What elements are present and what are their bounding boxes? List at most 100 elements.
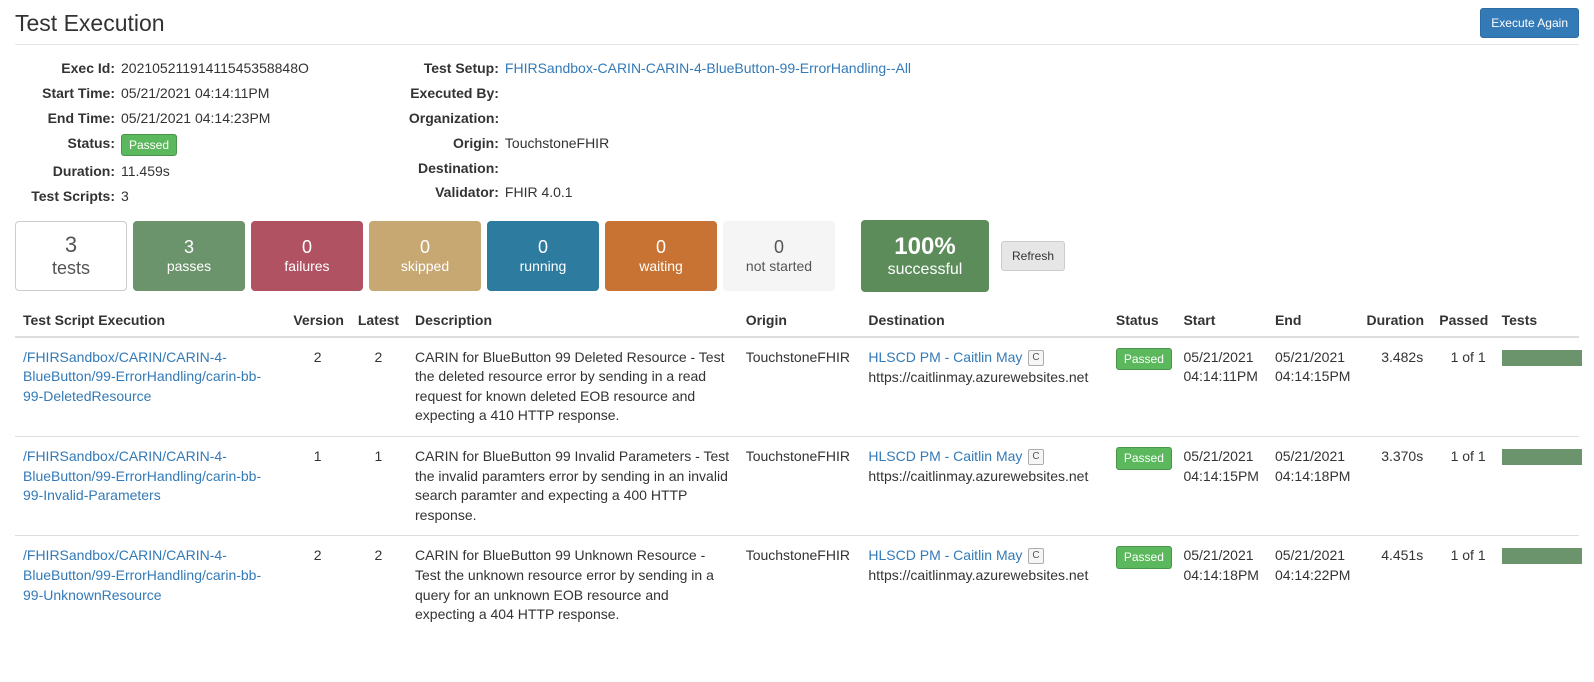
cell-end: 05/21/2021 04:14:22PM bbox=[1267, 536, 1359, 635]
cell-latest: 2 bbox=[350, 536, 407, 635]
cell-passed: 1 of 1 bbox=[1431, 437, 1493, 536]
status-label: Status: bbox=[15, 134, 115, 156]
script-link[interactable]: /FHIRSandbox/CARIN/CARIN-4-BlueButton/99… bbox=[23, 348, 277, 407]
passes-count: 3 bbox=[184, 237, 194, 259]
card-skipped[interactable]: 0 skipped bbox=[369, 221, 481, 291]
card-failures[interactable]: 0 failures bbox=[251, 221, 363, 291]
destination-link[interactable]: HLSCD PM - Caitlin May bbox=[868, 448, 1022, 464]
cell-origin: TouchstoneFHIR bbox=[738, 437, 861, 536]
waiting-label: waiting bbox=[639, 258, 683, 274]
duration-value: 11.459s bbox=[121, 162, 309, 181]
start-time-value: 05/21/2021 04:14:11PM bbox=[121, 84, 309, 103]
passes-label: passes bbox=[167, 258, 211, 274]
failures-label: failures bbox=[284, 258, 329, 274]
failures-count: 0 bbox=[302, 237, 312, 259]
col-passed[interactable]: Passed bbox=[1431, 304, 1493, 337]
col-tests[interactable]: Tests bbox=[1494, 304, 1579, 337]
not-started-count: 0 bbox=[774, 237, 784, 259]
cell-description: CARIN for BlueButton 99 Deleted Resource… bbox=[407, 337, 738, 437]
script-link[interactable]: /FHIRSandbox/CARIN/CARIN-4-BlueButton/99… bbox=[23, 447, 277, 506]
cell-start: 05/21/2021 04:14:18PM bbox=[1175, 536, 1267, 635]
meta-left-column: Exec Id: 20210521191411545358848O Start … bbox=[15, 59, 309, 206]
table-row: /FHIRSandbox/CARIN/CARIN-4-BlueButton/99… bbox=[15, 536, 1579, 635]
waiting-count: 0 bbox=[656, 237, 666, 259]
skipped-count: 0 bbox=[420, 237, 430, 259]
destination-value bbox=[505, 159, 911, 178]
not-started-label: not started bbox=[746, 258, 812, 274]
progress-bar bbox=[1502, 449, 1582, 465]
end-time-value: 05/21/2021 04:14:23PM bbox=[121, 109, 309, 128]
progress-bar bbox=[1502, 350, 1582, 366]
cell-end: 05/21/2021 04:14:18PM bbox=[1267, 437, 1359, 536]
table-row: /FHIRSandbox/CARIN/CARIN-4-BlueButton/99… bbox=[15, 437, 1579, 536]
execute-again-button[interactable]: Execute Again bbox=[1480, 8, 1579, 38]
cell-version: 2 bbox=[285, 337, 349, 437]
organization-value bbox=[505, 109, 911, 128]
end-time-label: End Time: bbox=[15, 109, 115, 128]
col-latest[interactable]: Latest bbox=[350, 304, 407, 337]
card-not-started[interactable]: 0 not started bbox=[723, 221, 835, 291]
destination-link[interactable]: HLSCD PM - Caitlin May bbox=[868, 547, 1022, 563]
destination-url: https://caitlinmay.azurewebsites.net bbox=[868, 468, 1088, 484]
cell-origin: TouchstoneFHIR bbox=[738, 337, 861, 437]
col-script[interactable]: Test Script Execution bbox=[15, 304, 285, 337]
tests-label: tests bbox=[52, 258, 90, 279]
col-version[interactable]: Version bbox=[285, 304, 349, 337]
col-destination[interactable]: Destination bbox=[860, 304, 1107, 337]
test-scripts-value: 3 bbox=[121, 187, 309, 206]
origin-value: TouchstoneFHIR bbox=[505, 134, 911, 153]
meta-right-column: Test Setup: FHIRSandbox-CARIN-CARIN-4-Bl… bbox=[409, 59, 911, 206]
executed-by-value bbox=[505, 84, 911, 103]
col-start[interactable]: Start bbox=[1175, 304, 1267, 337]
success-pct: 100% bbox=[894, 233, 955, 261]
cell-duration: 4.451s bbox=[1358, 536, 1431, 635]
tests-count: 3 bbox=[65, 232, 77, 258]
cell-origin: TouchstoneFHIR bbox=[738, 536, 861, 635]
running-count: 0 bbox=[538, 237, 548, 259]
cell-description: CARIN for BlueButton 99 Unknown Resource… bbox=[407, 536, 738, 635]
validator-value: FHIR 4.0.1 bbox=[505, 183, 911, 202]
executed-by-label: Executed By: bbox=[409, 84, 499, 103]
col-status[interactable]: Status bbox=[1108, 304, 1176, 337]
cell-latest: 1 bbox=[350, 437, 407, 536]
exec-id-label: Exec Id: bbox=[15, 59, 115, 78]
destination-badge: C bbox=[1028, 449, 1043, 465]
table-row: /FHIRSandbox/CARIN/CARIN-4-BlueButton/99… bbox=[15, 337, 1579, 437]
card-passes[interactable]: 3 passes bbox=[133, 221, 245, 291]
results-table: Test Script Execution Version Latest Des… bbox=[15, 304, 1579, 635]
cell-version: 2 bbox=[285, 536, 349, 635]
origin-label: Origin: bbox=[409, 134, 499, 153]
col-end[interactable]: End bbox=[1267, 304, 1359, 337]
destination-link[interactable]: HLSCD PM - Caitlin May bbox=[868, 349, 1022, 365]
cell-description: CARIN for BlueButton 99 Invalid Paramete… bbox=[407, 437, 738, 536]
cell-end: 05/21/2021 04:14:15PM bbox=[1267, 337, 1359, 437]
script-link[interactable]: /FHIRSandbox/CARIN/CARIN-4-BlueButton/99… bbox=[23, 546, 277, 605]
col-duration[interactable]: Duration bbox=[1358, 304, 1431, 337]
destination-url: https://caitlinmay.azurewebsites.net bbox=[868, 369, 1088, 385]
cell-start: 05/21/2021 04:14:11PM bbox=[1175, 337, 1267, 437]
card-waiting[interactable]: 0 waiting bbox=[605, 221, 717, 291]
card-running[interactable]: 0 running bbox=[487, 221, 599, 291]
row-status-badge: Passed bbox=[1116, 546, 1172, 569]
running-label: running bbox=[520, 258, 567, 274]
row-status-badge: Passed bbox=[1116, 348, 1172, 371]
cell-latest: 2 bbox=[350, 337, 407, 437]
page-title: Test Execution bbox=[15, 10, 165, 37]
exec-id-value: 20210521191411545358848O bbox=[121, 59, 309, 78]
destination-badge: C bbox=[1028, 350, 1043, 366]
row-status-badge: Passed bbox=[1116, 447, 1172, 470]
success-label: successful bbox=[888, 261, 963, 279]
test-setup-link[interactable]: FHIRSandbox-CARIN-CARIN-4-BlueButton-99-… bbox=[505, 60, 911, 76]
summary-cards: 3 tests 3 passes 0 failures 0 skipped 0 … bbox=[15, 220, 1579, 292]
card-success: 100% successful bbox=[861, 220, 989, 292]
col-description[interactable]: Description bbox=[407, 304, 738, 337]
status-badge: Passed bbox=[121, 134, 177, 156]
cell-start: 05/21/2021 04:14:15PM bbox=[1175, 437, 1267, 536]
destination-label: Destination: bbox=[409, 159, 499, 178]
destination-badge: C bbox=[1028, 548, 1043, 564]
col-origin[interactable]: Origin bbox=[738, 304, 861, 337]
test-scripts-label: Test Scripts: bbox=[15, 187, 115, 206]
card-tests[interactable]: 3 tests bbox=[15, 221, 127, 291]
refresh-button[interactable]: Refresh bbox=[1001, 241, 1065, 271]
test-setup-label: Test Setup: bbox=[409, 59, 499, 78]
